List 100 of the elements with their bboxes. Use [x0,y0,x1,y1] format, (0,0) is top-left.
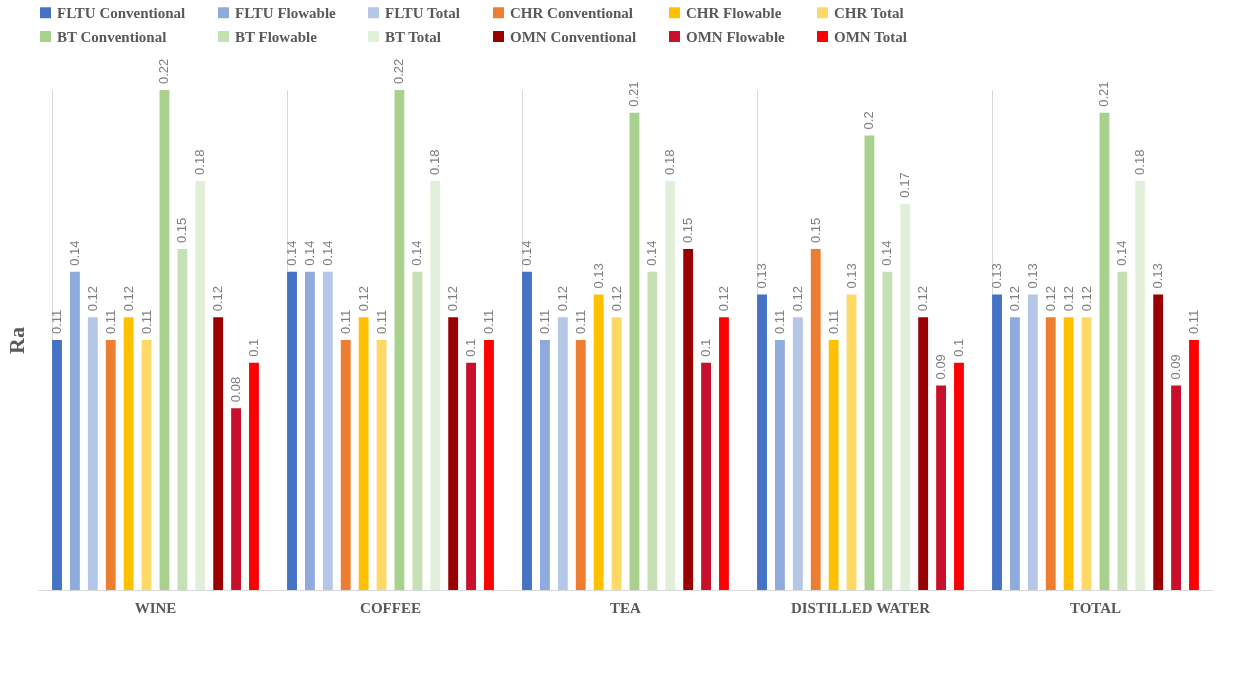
data-label: 0.14 [519,240,535,266]
bar [177,249,188,590]
data-label: 0.12 [1006,285,1022,312]
bar [1099,112,1110,590]
data-label: 0.13 [590,263,606,289]
data-label: 0.2 [861,111,877,130]
bar [322,271,333,590]
data-label: 0.13 [1150,263,1166,289]
bar [683,249,694,590]
bar [340,340,351,590]
bar [775,340,785,590]
bar [1117,271,1128,590]
data-label: 0.12 [554,285,570,312]
bar [305,271,315,590]
bar [70,271,80,590]
y-axis-title: Ra [3,327,29,354]
data-label: 0.09 [1168,354,1184,380]
bar [882,271,893,590]
bar [954,362,964,590]
x-tick-label: TOTAL [1069,599,1122,616]
data-label: 0.12 [789,285,805,312]
bar [918,317,929,590]
data-label: 0.12 [120,285,136,312]
bar [1135,180,1146,590]
bar [575,340,586,590]
bar [593,294,604,590]
data-label: 0.11 [572,309,588,334]
bar [701,362,711,590]
bar [828,340,839,590]
bar [1171,385,1181,590]
data-label: 0.11 [49,309,65,334]
bar [141,340,152,590]
legend-label: OMN Conventional [510,28,637,45]
data-label: 0.11 [138,309,154,334]
data-label: 0.18 [192,149,208,175]
x-tick-label: COFFEE [360,599,421,616]
data-label: 0.14 [301,240,317,266]
legend-label: OMN Total [834,28,907,45]
bar [557,317,568,590]
legend-label: CHR Flowable [686,4,782,21]
legend-label: FLTU Total [385,4,460,21]
bar [105,340,116,590]
bar [1010,317,1020,590]
data-label: 0.12 [355,285,371,312]
bar [376,340,387,590]
data-label: 0.1 [463,338,479,357]
bar [792,317,803,590]
data-label: 0.14 [284,240,300,266]
data-label: 0.13 [989,263,1005,289]
data-label: 0.1 [950,338,966,357]
bar [647,271,658,590]
bar [810,249,821,590]
bar [466,362,476,590]
bar [195,180,206,590]
data-label: 0.13 [843,263,859,289]
x-tick-label: WINE [134,599,177,616]
bar [522,271,532,590]
bar [864,135,875,590]
data-label: 0.18 [427,149,443,175]
data-label: 0.21 [626,81,642,107]
data-label: 0.14 [319,240,335,266]
data-label: 0.1 [245,338,261,357]
bar [992,294,1002,590]
data-label: 0.18 [1132,149,1148,175]
bar [665,180,676,590]
data-label: 0.12 [915,285,931,312]
data-label: 0.12 [715,285,731,312]
bar [719,317,729,590]
data-label: 0.12 [1078,285,1094,312]
bar [448,317,459,590]
data-label: 0.11 [536,309,552,334]
x-tick-label: DISTILLED WATER [790,599,931,616]
data-label: 0.22 [391,58,407,84]
data-label: 0.12 [1042,285,1058,312]
data-label: 0.17 [897,172,913,198]
data-label: 0.12 [210,285,226,312]
data-label: 0.13 [1024,263,1040,289]
bar [213,317,224,590]
data-label: 0.11 [373,309,389,334]
data-label: 0.12 [1060,285,1076,312]
data-label: 0.21 [1096,81,1112,107]
bar [159,90,170,590]
bar [1027,294,1038,590]
bar [540,340,550,590]
bar [629,112,640,590]
data-label: 0.08 [228,376,244,403]
data-label: 0.18 [662,149,678,175]
data-label: 0.12 [608,285,624,312]
data-label: 0.11 [771,309,787,334]
legend-label: BT Total [385,28,442,45]
bar [412,271,423,590]
data-label: 0.14 [1114,240,1130,266]
bar [231,408,241,590]
legend-label: CHR Conventional [510,4,633,21]
data-label: 0.09 [933,354,949,380]
bar [249,362,259,590]
data-label: 0.11 [1185,309,1201,334]
legend-label: OMN Flowable [686,28,786,45]
legend-label: FLTU Flowable [235,4,337,21]
bar [757,294,767,590]
